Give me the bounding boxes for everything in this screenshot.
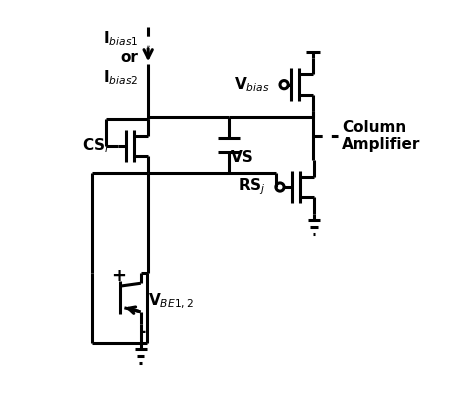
- Text: -: -: [139, 323, 146, 342]
- Text: RS$_j$: RS$_j$: [238, 177, 265, 197]
- Text: I$_{bias1}$
or
I$_{bias2}$: I$_{bias1}$ or I$_{bias2}$: [102, 29, 138, 87]
- Text: Column
Amplifier: Column Amplifier: [342, 120, 420, 152]
- Text: CS$_i$: CS$_i$: [82, 137, 109, 156]
- Text: V$_{bias}$: V$_{bias}$: [234, 75, 270, 94]
- Text: VS: VS: [231, 150, 254, 165]
- Text: V$_{BE 1,2}$: V$_{BE 1,2}$: [148, 292, 194, 311]
- Text: +: +: [111, 267, 126, 285]
